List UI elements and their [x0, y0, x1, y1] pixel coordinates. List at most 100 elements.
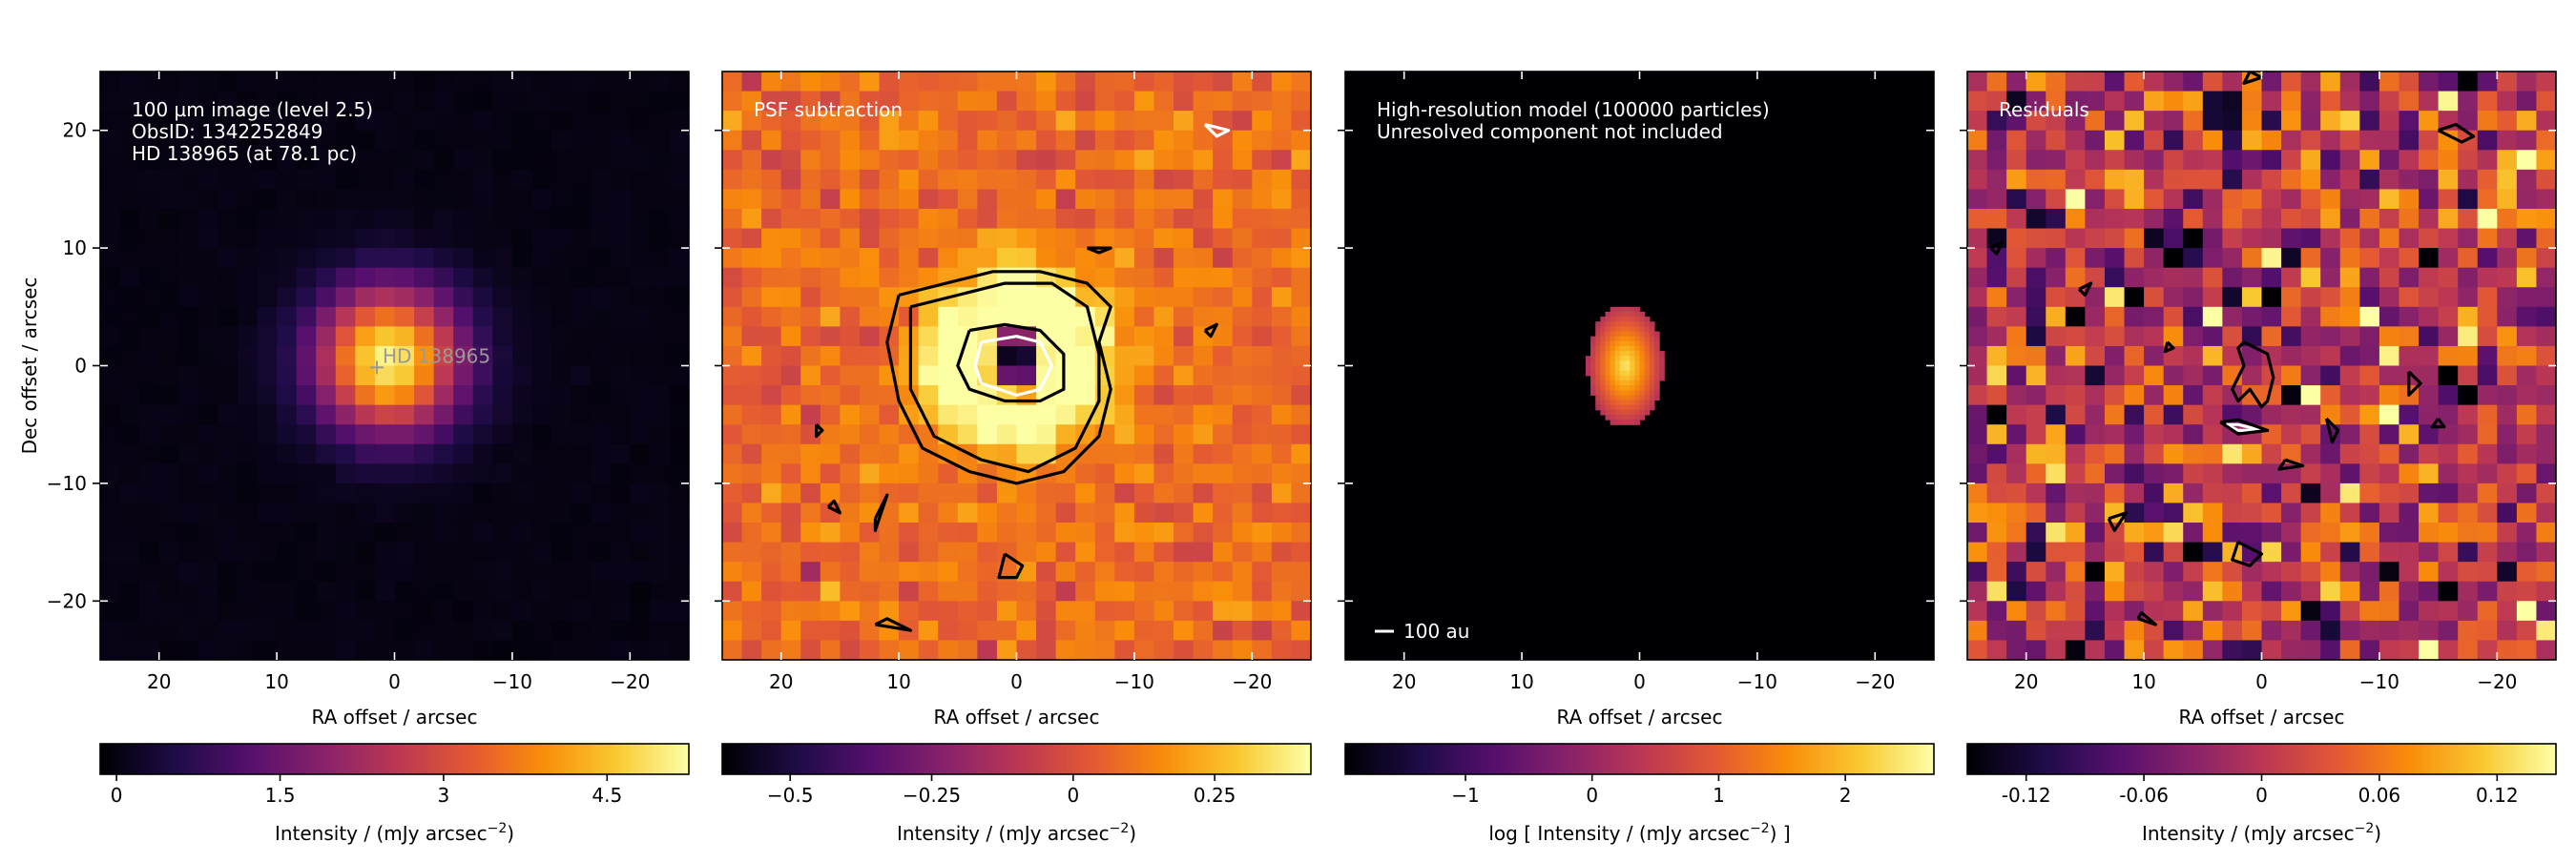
image-pixel	[100, 169, 121, 190]
image-pixel	[2379, 91, 2400, 112]
image-pixel	[996, 287, 1018, 308]
image-pixel	[492, 306, 513, 327]
colorbar-segment	[294, 744, 299, 774]
colorbar-segment	[635, 744, 640, 774]
image-pixel	[1600, 326, 1607, 333]
image-pixel	[277, 287, 298, 308]
image-pixel	[2300, 228, 2321, 249]
colorbar-segment	[2332, 744, 2337, 774]
colorbar-segment	[538, 744, 543, 774]
colorbar-segment	[1880, 744, 1885, 774]
colorbar-segment	[1982, 744, 1986, 774]
image-pixel	[2536, 189, 2556, 210]
image-pixel	[277, 91, 298, 112]
colorbar-segment	[617, 744, 622, 774]
image-pixel	[355, 601, 376, 622]
contour-8	[997, 552, 1025, 580]
colorbar-segment	[1201, 744, 1206, 774]
image-pixel	[2300, 503, 2321, 523]
image-pixel	[2144, 130, 2165, 151]
colorbar-segment	[1993, 744, 1998, 774]
image-pixel	[840, 601, 861, 622]
image-pixel	[1291, 111, 1311, 132]
image-pixel	[237, 562, 259, 583]
image-pixel	[197, 248, 218, 269]
image-pixel	[1590, 375, 1596, 381]
image-pixel	[316, 91, 337, 112]
image-pixel	[820, 130, 841, 151]
image-pixel	[649, 581, 671, 602]
image-pixel	[800, 345, 821, 367]
image-pixel	[1213, 345, 1234, 367]
image-pixel	[1291, 72, 1311, 92]
image-pixel	[277, 443, 298, 464]
image-pixel	[1036, 72, 1057, 92]
image-pixel	[551, 208, 572, 230]
image-pixel	[1133, 326, 1155, 347]
image-pixel	[257, 208, 278, 230]
image-pixel	[2359, 404, 2380, 425]
image-pixel	[1619, 365, 1626, 372]
image-pixel	[335, 542, 356, 563]
image-pixel	[1174, 150, 1195, 171]
image-pixel	[571, 248, 592, 269]
contour-6	[2430, 418, 2446, 429]
image-pixel	[899, 326, 920, 347]
colorbar-segment	[403, 744, 407, 774]
image-pixel	[820, 208, 841, 230]
image-pixel	[472, 443, 493, 464]
image-pixel	[355, 111, 376, 132]
image-pixel	[1605, 370, 1611, 377]
image-pixel	[1232, 562, 1253, 583]
image-pixel	[1605, 326, 1611, 333]
colorbar-segment	[1495, 744, 1500, 774]
image-pixel	[1630, 380, 1635, 386]
image-pixel	[2458, 169, 2479, 190]
image-pixel	[780, 326, 801, 347]
image-pixel	[1644, 317, 1651, 322]
image-pixel	[394, 482, 415, 504]
image-pixel	[2124, 91, 2145, 112]
image-pixel	[1075, 228, 1096, 249]
image-pixel	[2104, 424, 2126, 445]
image-pixel	[1232, 345, 1253, 367]
image-pixel	[1055, 72, 1076, 92]
image-pixel	[2163, 72, 2184, 92]
image-pixel	[1625, 326, 1631, 333]
image-pixel	[1193, 443, 1214, 464]
image-pixel	[2281, 267, 2302, 288]
colorbar-segment	[267, 744, 272, 774]
image-pixel	[649, 72, 671, 92]
image-pixel	[2438, 267, 2459, 288]
image-pixel	[1625, 380, 1631, 386]
image-pixel	[1614, 370, 1621, 377]
image-pixel	[761, 581, 782, 602]
image-pixel	[2477, 208, 2498, 230]
image-pixel	[1193, 385, 1214, 406]
image-pixel	[316, 169, 337, 190]
image-pixel	[2477, 248, 2498, 269]
image-pixel	[1153, 443, 1174, 464]
image-pixel	[800, 443, 821, 464]
colorbar-segment	[2552, 744, 2557, 774]
image-pixel	[1252, 208, 1273, 230]
image-pixel	[178, 306, 199, 327]
colorbar-segment	[848, 744, 853, 774]
colorbar-segment	[778, 744, 782, 774]
image-pixel	[2085, 228, 2106, 249]
image-pixel	[938, 640, 959, 660]
image-pixel	[1986, 581, 2007, 602]
colorbar-segment	[500, 744, 505, 774]
panel-annotation: Unresolved component not included	[1377, 120, 1723, 143]
image-pixel	[649, 443, 671, 464]
image-pixel	[1213, 169, 1234, 190]
image-pixel	[2124, 424, 2145, 445]
x-tick-label: 10	[1509, 670, 1533, 693]
image-pixel	[2399, 581, 2420, 602]
colorbar-segment	[1354, 744, 1358, 774]
image-pixel	[316, 463, 337, 484]
colorbar-segment	[1772, 744, 1776, 774]
image-pixel	[2025, 620, 2046, 642]
colorbar-segment	[1554, 744, 1558, 774]
image-pixel	[800, 228, 821, 249]
